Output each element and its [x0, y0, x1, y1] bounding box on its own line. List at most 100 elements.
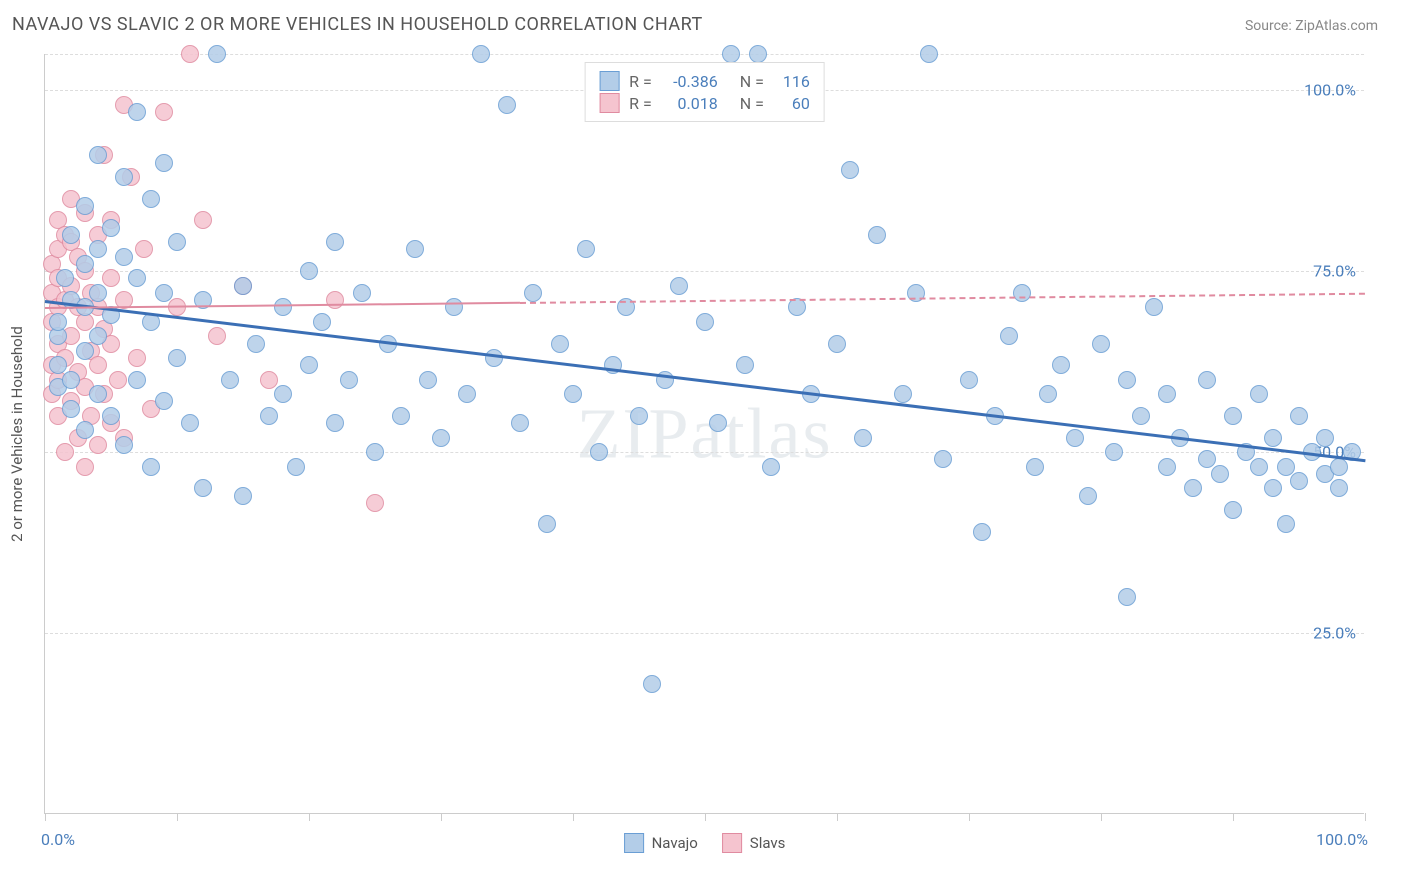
data-point	[1277, 515, 1295, 533]
data-point	[419, 371, 437, 389]
y-tick-label: 75.0%	[1313, 262, 1356, 281]
gridline	[45, 54, 1364, 55]
data-point	[260, 407, 278, 425]
data-point	[353, 284, 371, 302]
data-point	[56, 269, 74, 287]
data-point	[49, 356, 67, 374]
data-point	[736, 356, 754, 374]
data-point	[973, 523, 991, 541]
data-point	[749, 45, 767, 63]
data-point	[1316, 429, 1334, 447]
data-point	[168, 349, 186, 367]
data-point	[1184, 479, 1202, 497]
data-point	[1198, 371, 1216, 389]
data-point	[234, 487, 252, 505]
data-point	[1330, 458, 1348, 476]
data-point	[1264, 479, 1282, 497]
data-point	[115, 168, 133, 186]
data-point	[128, 371, 146, 389]
data-point	[155, 284, 173, 302]
data-point	[472, 45, 490, 63]
data-point	[1290, 472, 1308, 490]
data-point	[538, 515, 556, 533]
data-point	[128, 103, 146, 121]
data-point	[1000, 327, 1018, 345]
data-point	[326, 233, 344, 251]
data-point	[247, 335, 265, 353]
data-point	[960, 371, 978, 389]
y-tick-label: 100.0%	[1304, 81, 1356, 100]
data-point	[326, 414, 344, 432]
legend-label: Slavs	[750, 834, 786, 852]
data-point	[894, 385, 912, 403]
data-point	[1264, 429, 1282, 447]
stats-row: R =0.018N =60	[599, 93, 810, 113]
x-axis-max-label: 100.0%	[1316, 830, 1368, 849]
data-point	[1290, 407, 1308, 425]
data-point	[115, 436, 133, 454]
data-point	[722, 45, 740, 63]
trend-line-extrapolated	[520, 293, 1365, 304]
data-point	[498, 96, 516, 114]
data-point	[340, 371, 358, 389]
data-point	[366, 443, 384, 461]
data-point	[406, 240, 424, 258]
x-tick	[309, 813, 310, 821]
legend-swatch	[599, 71, 619, 91]
data-point	[1224, 407, 1242, 425]
data-point	[142, 458, 160, 476]
data-point	[62, 371, 80, 389]
data-point	[696, 313, 714, 331]
x-tick	[1233, 813, 1234, 821]
data-point	[1330, 479, 1348, 497]
stat-n-label: N =	[740, 72, 764, 91]
data-point	[287, 458, 305, 476]
data-point	[76, 421, 94, 439]
data-point	[643, 675, 661, 693]
data-point	[590, 443, 608, 461]
data-point	[128, 349, 146, 367]
data-point	[511, 414, 529, 432]
data-point	[234, 277, 252, 295]
chart-title: NAVAJO VS SLAVIC 2 OR MORE VEHICLES IN H…	[12, 14, 703, 35]
data-point	[260, 371, 278, 389]
data-point	[577, 240, 595, 258]
data-point	[828, 335, 846, 353]
data-point	[1118, 588, 1136, 606]
data-point	[670, 277, 688, 295]
data-point	[194, 211, 212, 229]
data-point	[841, 161, 859, 179]
watermark: ZIPatlas	[577, 392, 833, 475]
data-point	[709, 414, 727, 432]
data-point	[1092, 335, 1110, 353]
data-point	[135, 240, 153, 258]
data-point	[1158, 385, 1176, 403]
stat-n-value: 116	[774, 72, 810, 91]
data-point	[868, 226, 886, 244]
stat-n-label: N =	[740, 94, 764, 113]
data-point	[1250, 385, 1268, 403]
data-point	[89, 327, 107, 345]
data-point	[89, 284, 107, 302]
source-label: Source: ZipAtlas.com	[1245, 18, 1378, 34]
data-point	[1066, 429, 1084, 447]
data-point	[854, 429, 872, 447]
data-point	[155, 392, 173, 410]
data-point	[551, 335, 569, 353]
data-point	[1132, 407, 1150, 425]
stat-n-value: 60	[774, 94, 810, 113]
data-point	[762, 458, 780, 476]
data-point	[89, 436, 107, 454]
data-point	[115, 248, 133, 266]
gridline	[45, 452, 1364, 453]
data-point	[1145, 298, 1163, 316]
data-point	[366, 494, 384, 512]
data-point	[76, 255, 94, 273]
data-point	[274, 385, 292, 403]
data-point	[326, 291, 344, 309]
data-point	[485, 349, 503, 367]
x-axis-min-label: 0.0%	[41, 830, 75, 849]
data-point	[313, 313, 331, 331]
data-point	[89, 385, 107, 403]
data-point	[89, 356, 107, 374]
